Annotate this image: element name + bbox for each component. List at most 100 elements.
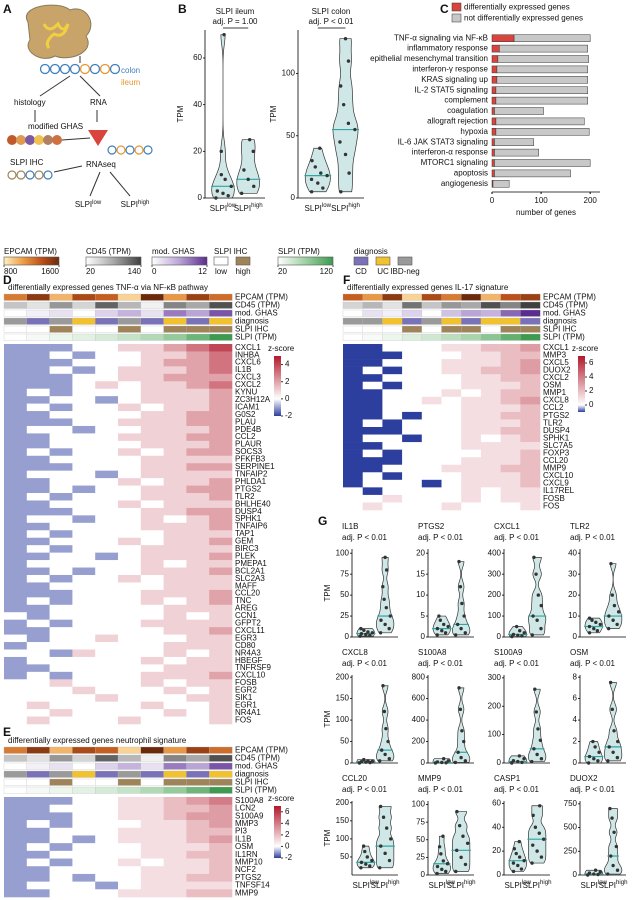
heatmap-cell <box>382 464 403 473</box>
y-tick-label: 10 <box>416 590 425 599</box>
heatmap-cell <box>209 351 233 360</box>
track-cell <box>401 309 423 317</box>
category-text: SLPI <box>234 204 251 213</box>
heatmap-cell <box>163 881 187 890</box>
heatmap-cell <box>402 366 423 375</box>
heatmap-cell <box>26 866 50 875</box>
heatmap-cell <box>95 649 119 658</box>
track-cell <box>461 301 482 309</box>
track-cell <box>362 333 383 341</box>
heatmap-cell <box>520 344 541 352</box>
data-point <box>533 687 537 691</box>
heatmap-cell <box>26 381 50 390</box>
heatmap-cell <box>26 515 50 524</box>
heatmap-cell <box>209 835 233 844</box>
heatmap-cell <box>140 889 164 898</box>
violin <box>452 561 471 636</box>
heatmap-cell <box>461 502 482 511</box>
heatmap-cell <box>402 427 423 435</box>
heatmap-cell <box>402 419 423 428</box>
data-point <box>587 754 592 759</box>
heatmap-cell <box>72 522 96 531</box>
row-label: DUSP4 <box>543 426 570 435</box>
heatmap-cell <box>118 560 142 568</box>
heatmap-cell <box>72 530 96 539</box>
track-cell <box>140 333 165 341</box>
heatmap-cell <box>95 396 119 404</box>
row-label: PFKFB3 <box>235 455 266 464</box>
heatmap-cell <box>186 850 210 859</box>
heatmap-cell <box>118 858 142 867</box>
data-point <box>539 603 543 608</box>
bar <box>491 86 497 94</box>
heatmap-cell <box>72 589 96 598</box>
heatmap-cell <box>140 850 164 859</box>
track-cell <box>209 317 233 325</box>
heatmap-cell <box>362 502 383 511</box>
data-point <box>444 869 448 874</box>
data-point <box>534 572 538 576</box>
row-label: GFPT2 <box>235 619 261 628</box>
heatmap-cell <box>26 560 50 568</box>
heatmap-cell <box>72 889 96 898</box>
category-text: SLPI <box>505 881 522 890</box>
track-cell <box>26 333 51 341</box>
heatmap-cell <box>402 494 423 503</box>
heatmap-cell <box>209 619 233 628</box>
track-cell <box>382 293 403 301</box>
y-tick-label: 50 <box>340 852 349 861</box>
heatmap-cell <box>72 537 96 546</box>
track-cell <box>49 770 73 778</box>
data-point <box>368 633 372 638</box>
heatmap-cell <box>461 389 482 398</box>
heatmap-cell <box>118 881 142 890</box>
track-cell <box>441 317 462 325</box>
heatmap-cell <box>72 396 96 404</box>
row-label: OSM <box>543 381 562 390</box>
colorbar-tick-label: 0 <box>589 400 594 409</box>
heatmap-cell <box>441 344 462 352</box>
heatmap-cell <box>4 649 28 658</box>
heatmap-cell <box>140 649 164 658</box>
heatmap-cell <box>72 582 96 591</box>
heatmap-cell <box>95 701 119 710</box>
data-point <box>383 622 387 627</box>
heatmap-cell <box>186 866 210 875</box>
heatmap-cell <box>209 373 233 382</box>
heatmap-cell <box>95 804 119 813</box>
heatmap-cell <box>186 358 210 367</box>
heatmap-cell <box>186 545 210 553</box>
heatmap-cell <box>500 464 521 473</box>
heatmap-cell <box>421 449 442 458</box>
track-cell <box>163 325 187 333</box>
track-cell <box>49 778 73 786</box>
heatmap-cell <box>186 709 210 717</box>
track-label: EPCAM (TPM) <box>235 746 288 755</box>
heatmap-cell <box>140 866 164 875</box>
heatmap-cell <box>186 812 210 821</box>
heatmap-cell <box>362 464 383 473</box>
y-tick-label: 20 <box>416 548 425 557</box>
track-cell <box>49 293 73 301</box>
track-cell <box>95 325 119 333</box>
heatmap-cell <box>4 873 28 882</box>
heatmap-cell <box>140 478 164 486</box>
heatmap-cell <box>72 433 96 442</box>
heatmap-cell <box>118 716 142 725</box>
heatmap-cell <box>343 487 363 496</box>
heatmap-cell <box>26 463 50 471</box>
violin <box>604 682 623 762</box>
data-point <box>383 851 387 856</box>
track-cell <box>186 293 210 301</box>
legend-tick-label: 1600 <box>41 267 59 276</box>
category-text: SLPI <box>599 881 616 890</box>
track-cell <box>401 317 423 325</box>
category-label: KRAS signaling up <box>421 75 488 84</box>
heatmap-cell <box>49 344 73 352</box>
heatmap-cell <box>163 545 187 553</box>
track-cell <box>209 754 233 762</box>
heatmap-cell <box>72 485 96 494</box>
heatmap-cell <box>421 487 442 496</box>
heatmap-cell <box>186 567 210 576</box>
panel-label: F <box>343 273 350 287</box>
